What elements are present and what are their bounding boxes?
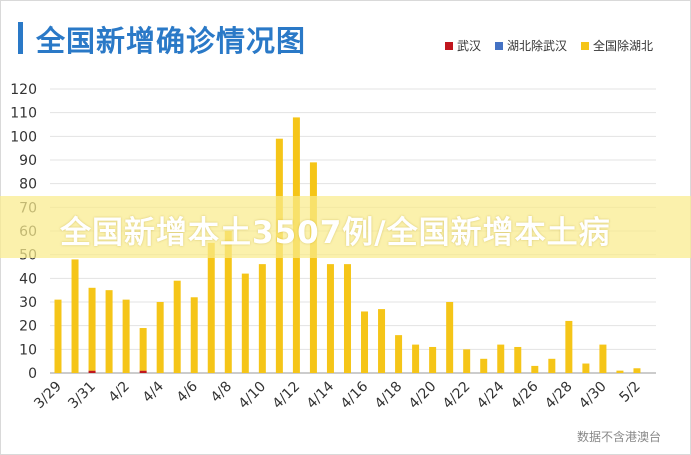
bar [54, 299, 62, 373]
bar [395, 335, 403, 373]
legend-swatch [580, 41, 589, 50]
bar [241, 273, 249, 373]
x-tick-label: 4/2 [106, 379, 133, 406]
title-accent-bar [18, 22, 23, 54]
bar [207, 242, 215, 373]
bar [190, 297, 198, 373]
bar [446, 302, 454, 373]
bar [599, 344, 607, 373]
x-tick-label: 5/2 [617, 379, 644, 406]
x-tick-label: 4/12 [270, 379, 304, 413]
x-tick-label: 4/14 [304, 378, 338, 412]
bar [565, 320, 573, 373]
legend-swatch [444, 41, 453, 50]
bar [429, 346, 437, 373]
y-tick-label: 120 [10, 82, 37, 98]
chart-legend: 武汉 湖北除武汉 全国除湖北 [444, 37, 653, 54]
bar [258, 264, 266, 373]
bar [88, 370, 96, 373]
bar [139, 370, 147, 373]
bar [412, 344, 420, 373]
bar [88, 287, 96, 371]
bar [71, 259, 79, 373]
y-tick-label: 10 [19, 342, 37, 358]
bar [122, 299, 130, 373]
x-tick-label: 4/20 [406, 379, 440, 413]
y-tick-label: 30 [19, 295, 37, 311]
bar [343, 264, 351, 373]
x-tick-label: 3/31 [65, 379, 99, 413]
bar [531, 365, 539, 373]
legend-label: 武汉 [456, 39, 481, 53]
bar [633, 368, 641, 373]
y-tick-label: 0 [28, 366, 37, 382]
bar [548, 358, 556, 373]
legend-item: 全国除湖北 [580, 37, 653, 54]
bar [514, 346, 522, 373]
x-tick-label: 4/30 [576, 379, 610, 413]
bar [497, 344, 505, 373]
x-tick-label: 4/26 [508, 378, 542, 412]
y-tick-label: 20 [19, 319, 37, 335]
bar [105, 290, 113, 373]
data-source-note: 数据不含港澳台 [576, 430, 661, 444]
headline-text: 全国新增本土3507例/全国新增本土病 [60, 215, 611, 251]
bar [378, 309, 386, 373]
bar [616, 370, 624, 373]
headline-banner [0, 196, 691, 258]
x-tick-label: 4/4 [140, 378, 167, 405]
x-tick-label: 4/6 [174, 378, 201, 405]
bar [224, 231, 232, 373]
bar [326, 264, 334, 373]
x-tick-label: 3/29 [31, 379, 65, 413]
x-tick-label: 4/16 [338, 378, 372, 412]
x-tick-label: 4/18 [372, 379, 406, 413]
x-tick-label: 4/24 [474, 378, 508, 412]
bar [156, 302, 164, 373]
y-tick-label: 110 [10, 106, 37, 122]
x-tick-label: 4/28 [542, 379, 576, 413]
y-tick-label: 100 [10, 129, 37, 145]
bar [582, 363, 590, 373]
x-tick-label: 4/22 [440, 379, 474, 413]
legend-label: 湖北除武汉 [506, 39, 567, 53]
x-tick-label: 4/8 [208, 379, 235, 406]
bar [173, 280, 181, 373]
x-tick-label: 4/10 [236, 379, 270, 413]
y-tick-label: 90 [19, 153, 37, 169]
legend-label: 全国除湖北 [592, 39, 653, 53]
bar [309, 162, 317, 373]
bar [480, 358, 488, 373]
y-tick-label: 40 [19, 271, 37, 287]
legend-item: 武汉 [444, 37, 481, 54]
bar [361, 311, 369, 373]
y-tick-label: 80 [19, 177, 37, 193]
chart-title: 全国新增确诊情况图 [36, 24, 307, 58]
legend-swatch [494, 41, 503, 50]
bar [139, 328, 147, 371]
legend-item: 湖北除武汉 [494, 37, 567, 54]
bar [463, 349, 471, 373]
